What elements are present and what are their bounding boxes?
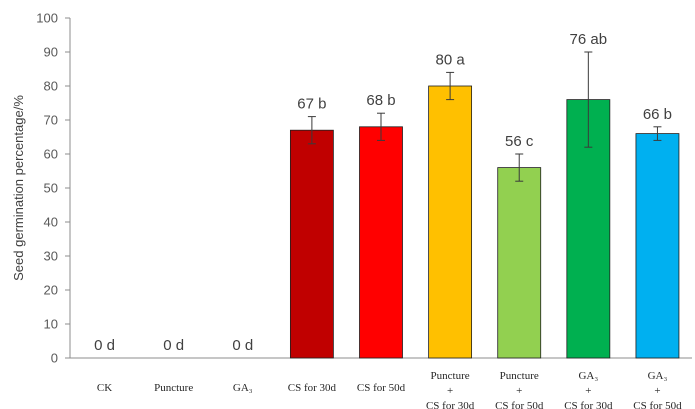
data-label: 0 d: [163, 337, 184, 354]
data-label: 56 c: [505, 133, 534, 150]
x-tick-label: Puncture: [154, 382, 193, 394]
data-label: 67 b: [297, 96, 326, 113]
bar: [428, 85, 473, 359]
y-axis-title: Seed germination percentage/%: [11, 95, 26, 281]
y-tick-label: 20: [44, 283, 58, 298]
y-tick-label: 60: [44, 147, 58, 162]
x-tick-label: CK: [97, 382, 112, 394]
data-label: 68 b: [366, 92, 395, 109]
y-tick-label: 50: [44, 181, 58, 196]
y-tick-label: 0: [51, 351, 58, 366]
bar: [289, 129, 334, 359]
y-tick-label: 90: [44, 45, 58, 60]
data-label: 0 d: [232, 337, 253, 354]
x-tick-label: Puncture + CS for 50d: [495, 370, 544, 409]
data-label: 80 a: [436, 51, 466, 68]
y-tick-label: 100: [36, 11, 58, 26]
y-tick-label: 80: [44, 79, 58, 94]
y-tick-label: 30: [44, 249, 58, 264]
bar: [359, 126, 403, 359]
bar: [497, 167, 542, 359]
y-tick-label: 40: [44, 215, 58, 230]
x-tick-label: CS for 50d: [357, 382, 406, 394]
data-label: 66 b: [643, 106, 672, 123]
data-label: 76 ab: [570, 31, 608, 48]
bar: [635, 133, 680, 359]
x-tick-label: Puncture + CS for 30d: [426, 370, 475, 409]
data-label: 0 d: [94, 337, 115, 354]
x-tick-label: GA₃ + CS for 50d: [633, 370, 682, 409]
x-tick-label: GA₃ + CS for 30d: [564, 370, 613, 409]
x-tick-label: GA₃: [233, 382, 253, 394]
x-tick-label: CS for 30d: [288, 382, 337, 394]
y-tick-label: 10: [44, 317, 58, 332]
y-tick-label: 70: [44, 113, 58, 128]
